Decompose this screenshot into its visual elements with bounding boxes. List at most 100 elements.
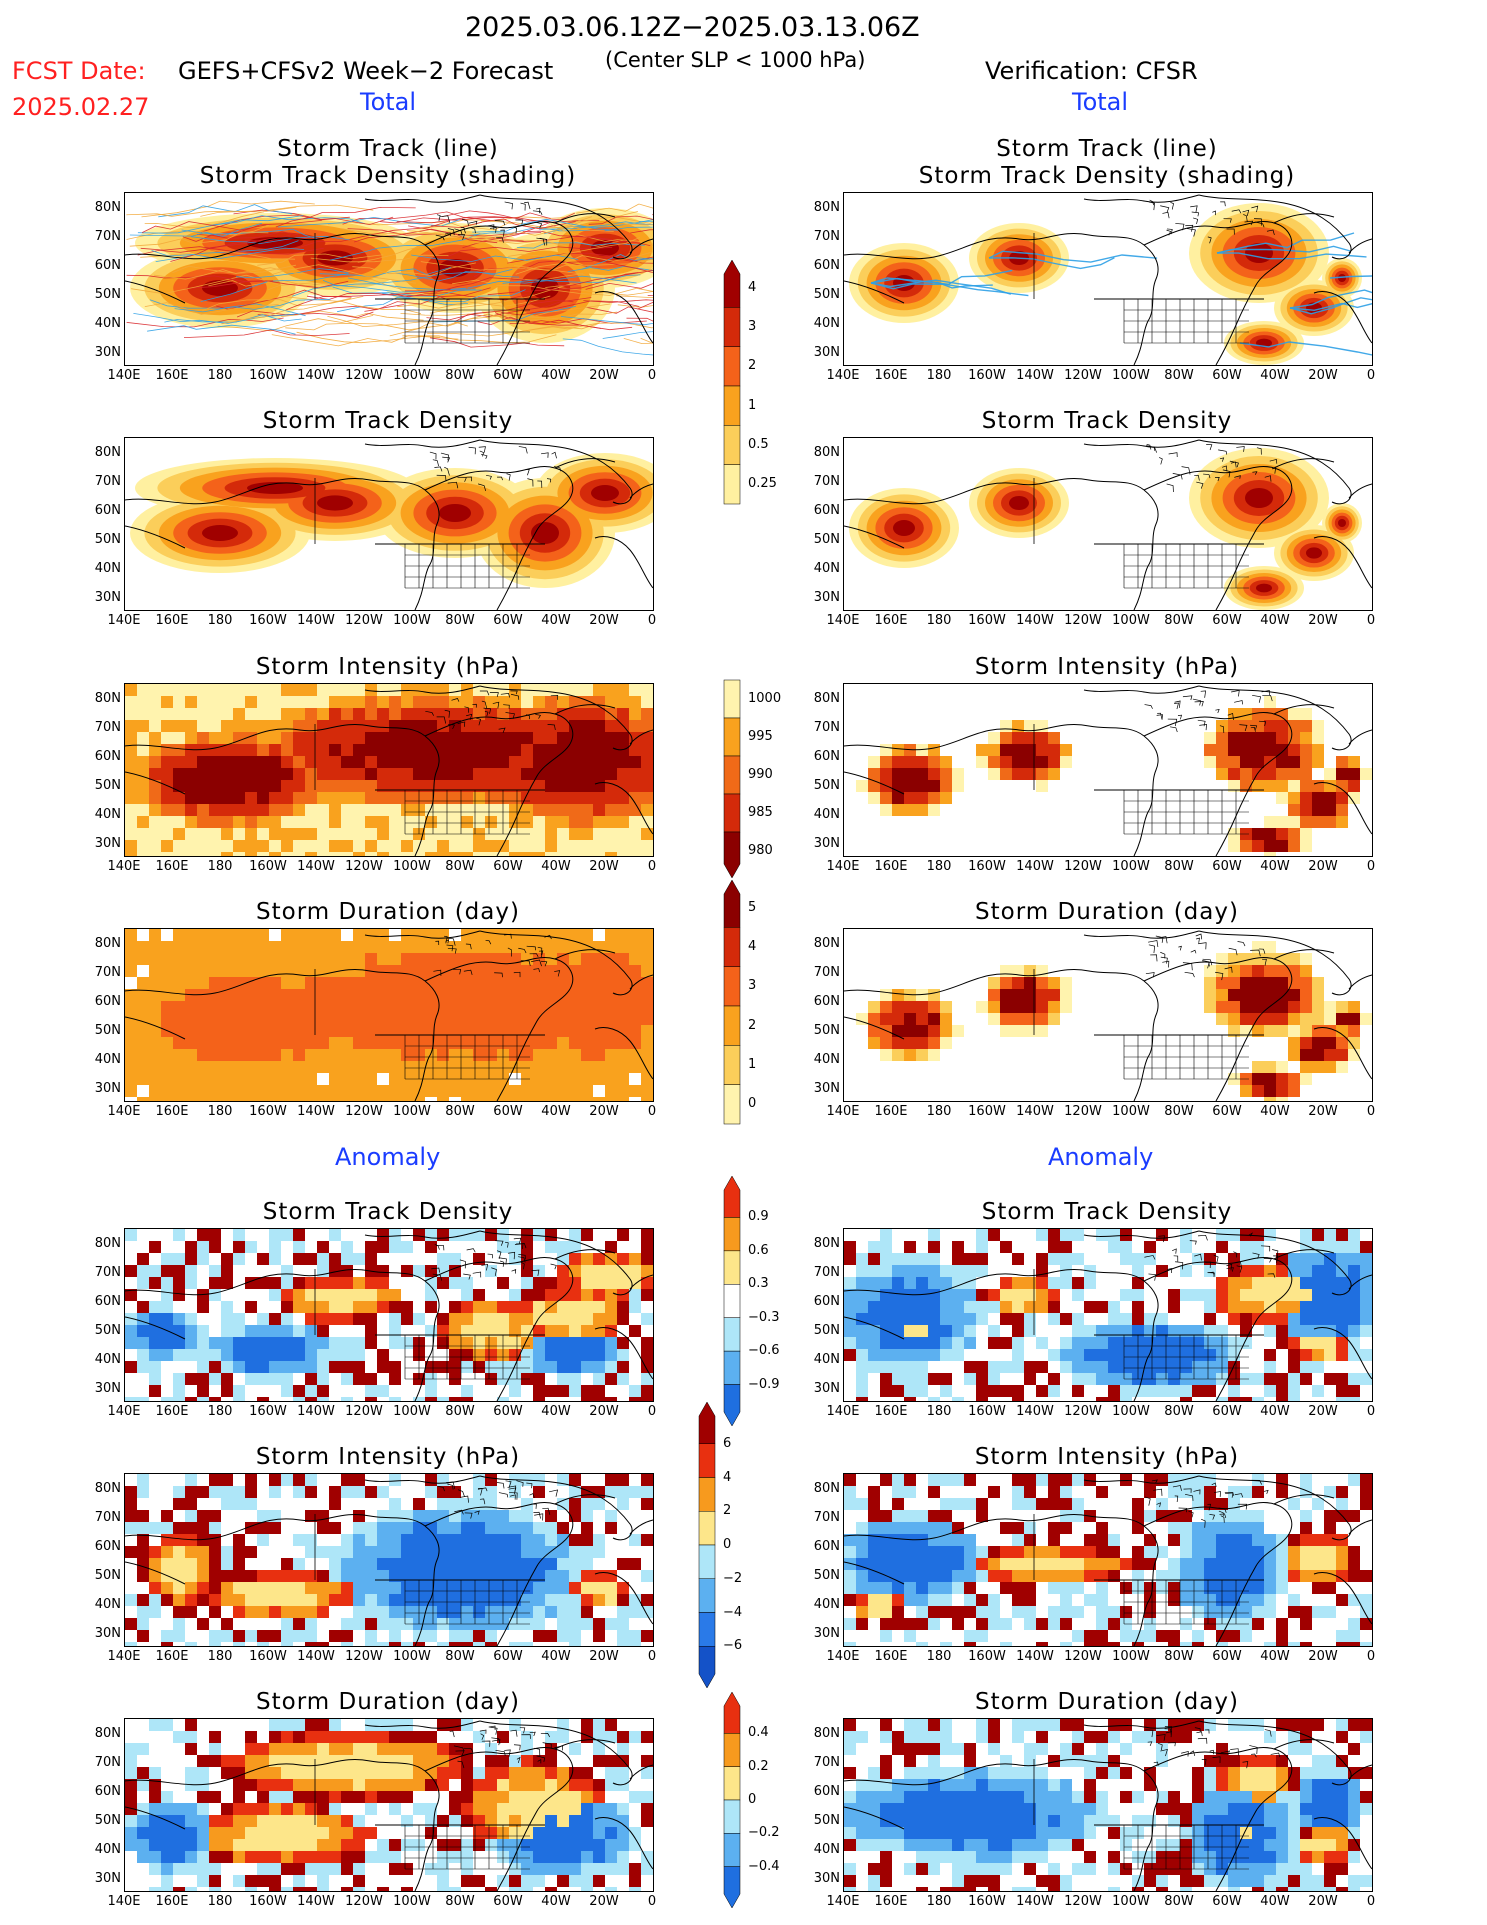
coastline-7	[594, 1027, 653, 1080]
lon-tick-180: 180	[207, 1404, 233, 1419]
lon-tick-80W: 80W	[445, 613, 475, 628]
colorbar-anom_density-label-2: 0.3	[748, 1276, 769, 1292]
lat-tick-60N: 60N	[813, 1294, 840, 1309]
lat-tick-30N: 30N	[813, 836, 840, 851]
coastline-6	[844, 1316, 905, 1340]
lat-tick-50N: 50N	[94, 1023, 121, 1038]
colorbar-intensity-label-1: 995	[748, 729, 773, 744]
coastline-5	[1273, 1249, 1335, 1260]
colorbar-density-label-2: 2	[748, 358, 757, 374]
lat-tick-60N: 60N	[94, 1784, 121, 1799]
forecast-title: GEFS+CFSv2 Week−2 Forecast	[178, 57, 554, 85]
coastline-7	[594, 1817, 653, 1870]
coastline-8	[629, 1274, 653, 1290]
colorbar-intensity-wrap	[722, 672, 742, 882]
lon-tick-20W: 20W	[1308, 859, 1338, 874]
lon-tick-140W: 140W	[297, 1894, 335, 1909]
colorbar-anom_duration-label-0: 0.4	[748, 1725, 769, 1741]
lat-tick-40N: 40N	[94, 316, 121, 331]
forecast-track-map	[124, 192, 654, 366]
lon-tick-100W: 100W	[1112, 859, 1150, 874]
coastline-5	[554, 458, 616, 469]
lat-tick-50N: 50N	[94, 532, 121, 547]
lon-tick-80W: 80W	[445, 859, 475, 874]
forecast-aduration-map	[124, 1718, 654, 1892]
lon-tick-140W: 140W	[1016, 1649, 1054, 1664]
lon-tick-160E: 160E	[874, 368, 908, 383]
lat-tick-50N: 50N	[813, 778, 840, 793]
coastline-5	[1273, 213, 1335, 224]
lon-tick-180: 180	[207, 1894, 233, 1909]
verification-track-map	[843, 192, 1373, 366]
forecast-adensity-field	[125, 1229, 653, 1401]
lat-tick-30N: 30N	[813, 1626, 840, 1641]
lon-tick-0: 0	[647, 368, 657, 383]
coastline-3	[1215, 1778, 1290, 1891]
date-range-title: 2025.03.06.12Z−2025.03.13.06Z	[465, 12, 920, 43]
lon-tick-80W: 80W	[1164, 368, 1194, 383]
lon-tick-120W: 120W	[1064, 1104, 1102, 1119]
lon-tick-160E: 160E	[155, 859, 189, 874]
coastline-6	[844, 1561, 905, 1585]
us-state-borders	[404, 1334, 530, 1380]
coastline-1	[1133, 1280, 1159, 1401]
coastline-2	[424, 1747, 574, 1780]
lat-tick-80N: 80N	[94, 1481, 121, 1496]
lat-tick-60N: 60N	[813, 1784, 840, 1799]
coastline-1	[414, 1525, 440, 1646]
coastline-0	[125, 233, 426, 260]
colorbar-density-label-5: 0.25	[748, 476, 777, 492]
lon-tick-160W: 160W	[249, 613, 287, 628]
lat-tick-70N: 70N	[813, 474, 840, 489]
coastline-8	[629, 1519, 653, 1535]
lat-tick-80N: 80N	[813, 1236, 840, 1251]
coastline-8	[629, 729, 653, 745]
colorbar-duration-label-3: 2	[748, 1017, 757, 1033]
lon-tick-180: 180	[207, 859, 233, 874]
lat-tick-60N: 60N	[94, 258, 121, 273]
coastline-3	[496, 1288, 571, 1401]
lat-tick-80N: 80N	[813, 200, 840, 215]
colorbar-anom_duration-label-1: 0.2	[748, 1758, 769, 1774]
lon-tick-0: 0	[1366, 613, 1376, 628]
lon-tick-100W: 100W	[393, 368, 431, 383]
lon-tick-60W: 60W	[1212, 859, 1242, 874]
lat-tick-30N: 30N	[813, 1381, 840, 1396]
lon-tick-100W: 100W	[393, 859, 431, 874]
coastline-3	[496, 497, 571, 610]
coastline-0	[844, 724, 1145, 751]
coastline-9	[364, 1475, 481, 1484]
lon-tick-160E: 160E	[155, 1104, 189, 1119]
us-state-borders	[1123, 298, 1249, 344]
lat-tick-70N: 70N	[813, 229, 840, 244]
lat-tick-40N: 40N	[94, 1052, 121, 1067]
lon-tick-20W: 20W	[1308, 368, 1338, 383]
coastline-0	[125, 478, 426, 505]
colorbar-anom_duration-label-4: −0.4	[748, 1858, 780, 1874]
lat-tick-40N: 40N	[813, 561, 840, 576]
coastline-9	[1083, 194, 1200, 203]
verification-adensity-title-0: Storm Track Density	[981, 1199, 1233, 1225]
lon-tick-140E: 140E	[826, 1104, 860, 1119]
lat-tick-40N: 40N	[813, 1352, 840, 1367]
colorbar-anom_density-label-4: −0.6	[748, 1343, 780, 1359]
lon-tick-0: 0	[1366, 859, 1376, 874]
colorbar-anom_intensity-label-4: −2	[723, 1570, 743, 1586]
coastline-6	[125, 1016, 186, 1040]
lon-tick-100W: 100W	[1112, 368, 1150, 383]
coastline-1	[414, 1770, 440, 1891]
lat-tick-30N: 30N	[94, 1871, 121, 1886]
lon-tick-40W: 40W	[541, 1104, 571, 1119]
coastline-8	[1348, 729, 1372, 745]
lon-tick-120W: 120W	[1064, 1894, 1102, 1909]
lon-tick-140W: 140W	[1016, 1104, 1054, 1119]
lon-tick-20W: 20W	[589, 368, 619, 383]
lat-tick-70N: 70N	[813, 1755, 840, 1770]
coastline-9	[1083, 1230, 1200, 1239]
lon-tick-140W: 140W	[1016, 1404, 1054, 1419]
lon-tick-100W: 100W	[393, 1404, 431, 1419]
lat-tick-40N: 40N	[813, 807, 840, 822]
lon-tick-60W: 60W	[1212, 613, 1242, 628]
lat-tick-50N: 50N	[813, 1323, 840, 1338]
lon-tick-0: 0	[1366, 1404, 1376, 1419]
